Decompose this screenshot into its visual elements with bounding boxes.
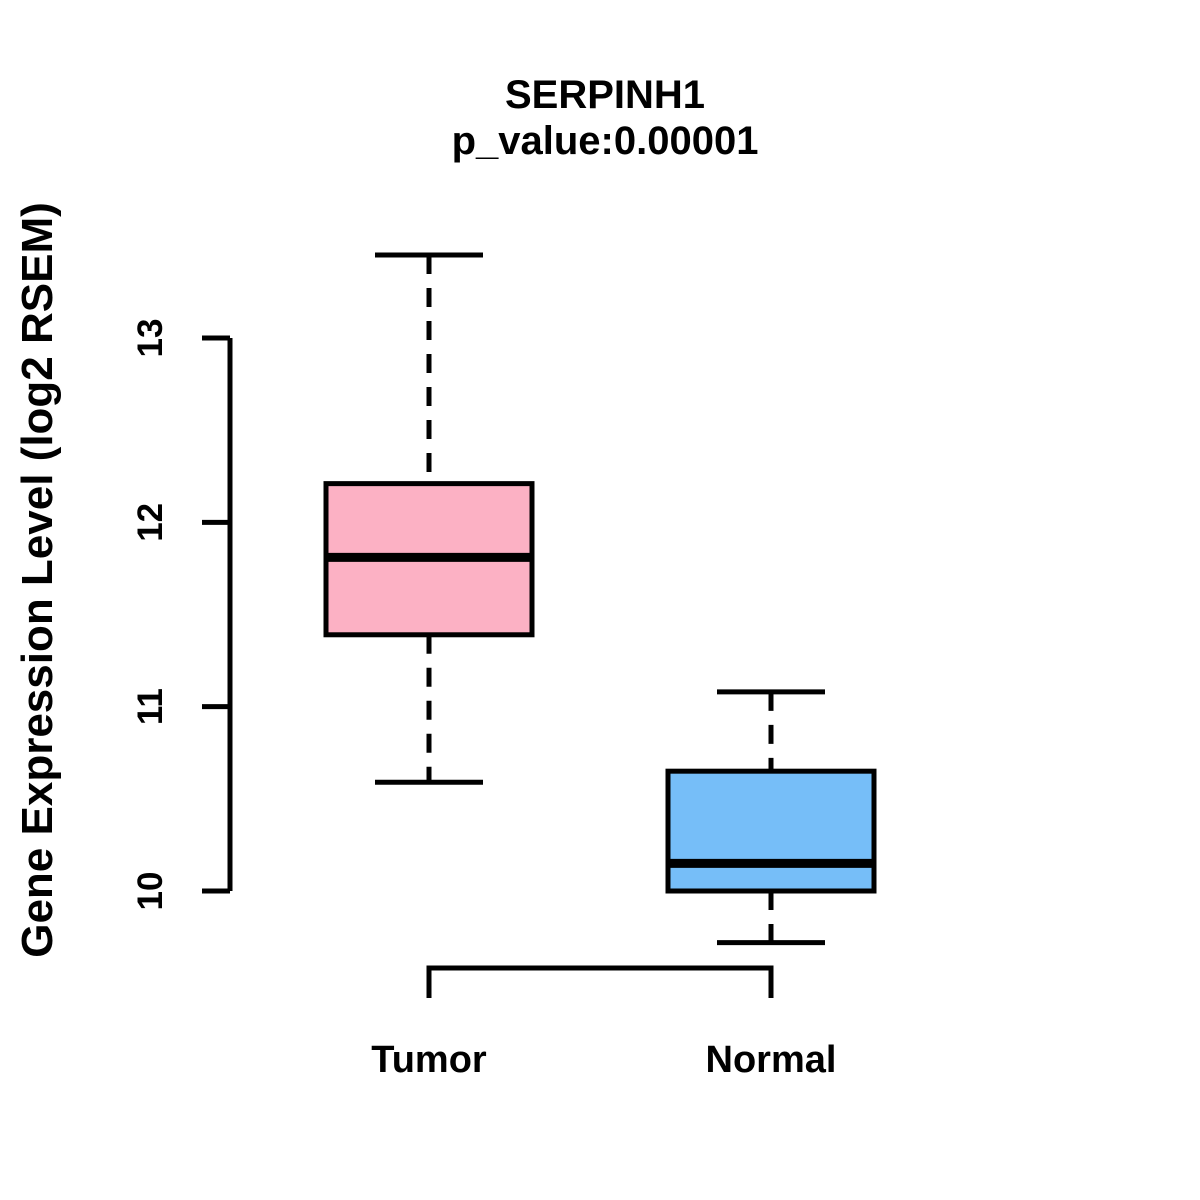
y-tick-label: 12 bbox=[131, 503, 170, 542]
boxplot-tumor bbox=[323, 252, 535, 785]
y-tick-label: 10 bbox=[131, 872, 170, 911]
boxplot-series bbox=[323, 252, 877, 946]
x-axis-labels: Tumor Normal bbox=[371, 1039, 836, 1081]
chart-subtitle: p_value:0.00001 bbox=[452, 119, 759, 163]
iqr-box bbox=[665, 768, 877, 894]
x-axis-line bbox=[426, 965, 774, 998]
x-axis-bracket bbox=[426, 965, 774, 998]
y-axis-label: Gene Expression Level (log2 RSEM) bbox=[13, 202, 62, 958]
y-tick-label: 11 bbox=[131, 688, 170, 725]
boxplot-normal bbox=[665, 689, 877, 946]
y-axis: 10 11 12 13 bbox=[131, 319, 233, 911]
y-tick-label: 13 bbox=[131, 319, 170, 358]
x-category-label: Tumor bbox=[371, 1039, 487, 1081]
chart-title: SERPINH1 bbox=[505, 73, 705, 117]
x-category-label: Normal bbox=[706, 1039, 837, 1081]
